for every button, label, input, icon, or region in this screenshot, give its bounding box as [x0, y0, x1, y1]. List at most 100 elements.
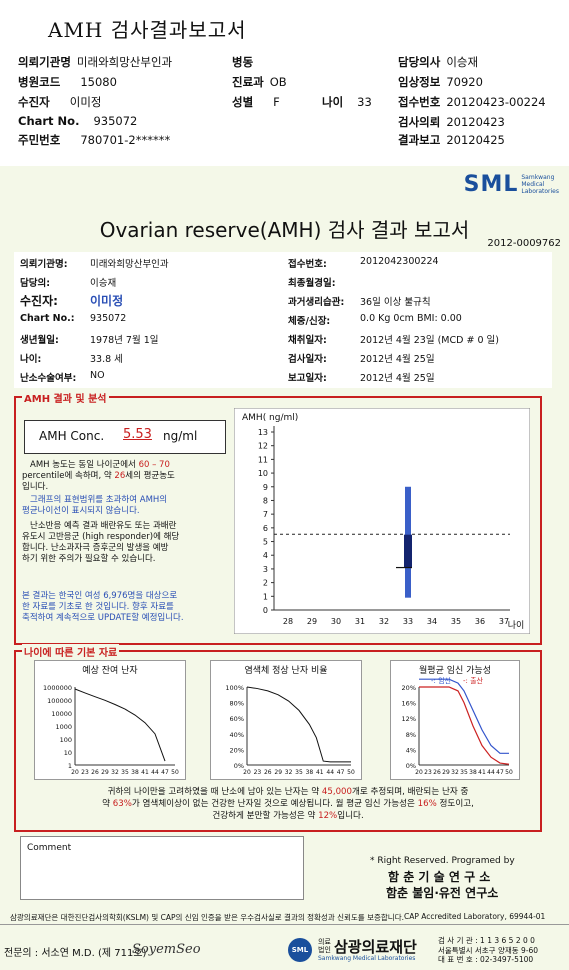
hdr-label: 의뢰기관명 — [18, 55, 71, 69]
info-label: 최종월경일: — [288, 278, 336, 289]
info-value: 1978년 7월 1일 — [90, 335, 159, 346]
hdr-value: 70920 — [446, 75, 483, 89]
hdr-label: 병원코드 — [18, 75, 61, 89]
sml-logo-subtitle: Samkwang Medical Laboratories — [521, 174, 559, 195]
hdr-label: 병동 — [232, 55, 254, 69]
info-value: 0.0 Kg 0cm BMI: 0.00 — [360, 313, 462, 324]
x-tick-label: 50 — [347, 769, 355, 776]
x-tick-label: 33 — [403, 617, 413, 626]
x-tick-label: 29 — [101, 769, 109, 776]
info-row: 채취일자: 2012년 4월 23일 (MCD # 0 일) — [288, 332, 499, 346]
patient-info-panel — [14, 252, 552, 388]
hdr-value: 780701-2****** — [80, 133, 171, 147]
y-tick-label: 1000 — [55, 723, 72, 731]
hdr-label: 진료과 — [232, 75, 264, 89]
equivalent-age: 26 — [114, 471, 126, 481]
info-row: 의뢰기관명: 미래와희망산부인과 — [20, 256, 169, 270]
y-tick-label: 20% — [402, 684, 416, 692]
x-tick-label: 47 — [337, 769, 345, 776]
x-tick-label: 32 — [451, 769, 459, 776]
info-value: 미래와희망산부인과 — [90, 259, 169, 270]
info-label: 의뢰기관명: — [20, 259, 68, 270]
percentile-low: 60 — [138, 460, 150, 470]
hdr-value: 20120423-00224 — [446, 95, 546, 109]
x-tick-label: 41 — [316, 769, 324, 776]
remaining-eggs: 45,000 — [321, 787, 352, 797]
y-tick-label: 4% — [406, 746, 416, 754]
x-tick-label: 29 — [442, 769, 450, 776]
y-tick-label: 8 — [263, 496, 268, 505]
x-tick-label: 37 — [499, 617, 509, 626]
y-tick-label: 60% — [230, 715, 244, 723]
copyright-note: * Right Reserved. Programed by — [370, 856, 515, 866]
chart-frame — [234, 408, 530, 634]
info-value: 이미정 — [90, 294, 124, 308]
info-row: 체중/신장: 0.0 Kg 0cm BMI: 0.00 — [288, 313, 462, 327]
accreditation-note: 삼광의료재단은 대한진단검사의학회(KSLM) 및 CAP의 신임 인증을 받은… — [10, 913, 404, 922]
info-label: 검사일자: — [288, 354, 327, 365]
hdr-label: 수진자 — [18, 95, 50, 109]
legend-pregnancy: -: 임신 — [431, 676, 451, 685]
amh-concentration-box: AMH Conc. 5.53 ng/ml — [24, 420, 226, 454]
x-tick-label: 23 — [254, 769, 262, 776]
hdr-row-1: 의뢰기관명 미래와희망산부인과 — [18, 54, 172, 70]
x-axis-label: 나이 — [508, 620, 525, 631]
info-row: 나이: 33.8 세 — [20, 351, 123, 365]
y-tick-label: 8% — [406, 731, 416, 739]
y-tick-label: 5 — [263, 538, 268, 547]
normal-ratio-curve — [246, 686, 351, 763]
data-source-note: 본 결과는 한국인 여성 6,976명을 대상으로 — [22, 591, 178, 601]
comment-box: Comment — [20, 836, 304, 900]
x-tick-label: 50 — [505, 769, 513, 776]
signature: SoyemSeo — [132, 942, 201, 957]
y-tick-label: 6 — [263, 524, 268, 533]
x-tick-label: 32 — [379, 617, 389, 626]
y-tick-label: 100 — [60, 736, 72, 744]
pregnancy-pct: 16% — [417, 799, 437, 809]
x-tick-label: 44 — [326, 769, 334, 776]
box-body — [404, 534, 412, 568]
y-tick-label: 20% — [230, 746, 244, 754]
chart-frame — [391, 661, 519, 779]
footer-divider — [0, 924, 569, 925]
lab-name-2: 함춘 불임·유전 연구소 — [386, 886, 499, 900]
x-tick-label: 20 — [71, 769, 79, 776]
info-label: 난소수술여부: — [20, 373, 77, 384]
x-tick-label: 32 — [285, 769, 293, 776]
x-tick-label: 47 — [496, 769, 504, 776]
y-tick-label: 12 — [258, 442, 268, 451]
specialist-name: 전문의 : 서소연 M.D. (제 711호) — [4, 948, 147, 959]
info-label: 체중/신장: — [288, 316, 331, 327]
org-type: 의료 법인 — [318, 938, 331, 954]
info-value: 935072 — [90, 313, 127, 324]
chart-title: 예상 잔여 난자 — [82, 664, 138, 676]
hdr-value: 20120423 — [446, 115, 505, 129]
y-tick-label: 80% — [230, 700, 244, 708]
x-tick-label: 35 — [295, 769, 303, 776]
x-tick-label: 23 — [424, 769, 432, 776]
comment-label: Comment — [27, 843, 72, 853]
amh-conc-value: 5.53 — [123, 427, 152, 442]
hdr-value: 33 — [357, 95, 372, 109]
org-logo-icon: SML — [288, 938, 312, 962]
info-label: 담당의: — [20, 278, 51, 289]
amh-result-section — [14, 396, 542, 645]
normal-chromosome-chart: 염색체 정상 난자 비율 0% 20% 40% 60% 80% 100% 20 23 26 29 32… — [210, 660, 362, 780]
y-tick-label: 7 — [263, 510, 268, 519]
x-tick-label: 44 — [151, 769, 159, 776]
hdr-label: 검사의뢰 — [398, 115, 441, 129]
age-basic-data-section — [14, 650, 542, 832]
y-tick-label: 2 — [263, 579, 268, 588]
amh-conc-unit: ng/ml — [163, 429, 198, 443]
x-tick-label: 35 — [121, 769, 129, 776]
y-tick-label: 4 — [263, 551, 268, 560]
x-tick-label: 30 — [331, 617, 341, 626]
info-row: 검사일자: 2012년 4월 25일 — [288, 351, 435, 365]
info-value: 이승재 — [90, 278, 117, 289]
info-label: Chart No.: — [20, 313, 75, 324]
org-name: 삼광의료재단 — [334, 938, 417, 956]
hdr-value: 935072 — [93, 114, 138, 128]
document-number: 2012-0009762 — [487, 238, 561, 249]
